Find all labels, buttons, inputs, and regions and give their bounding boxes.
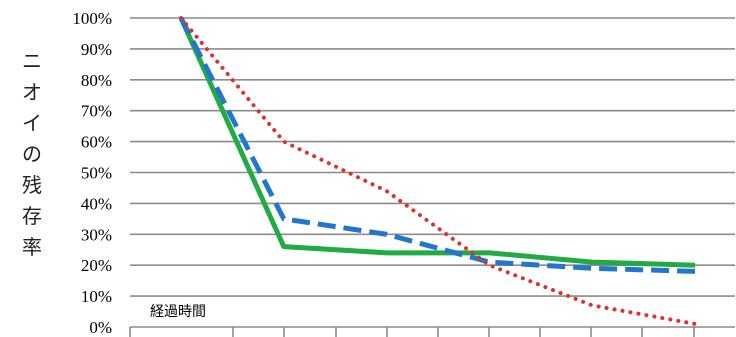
y-axis-label-char: ニ — [22, 49, 42, 73]
y-tick-label: 70% — [81, 102, 112, 121]
series-line-3 — [179, 16, 697, 326]
x-axis-ticks — [129, 327, 695, 337]
y-tick-label: 0% — [89, 318, 112, 337]
y-axis-ticks: 0% 10% 20% 30% 40% 50% 60% 70% 80% 90% 100% — [72, 9, 112, 337]
y-axis-label-char: 残 — [22, 173, 42, 197]
y-tick-label: 90% — [81, 40, 112, 59]
y-tick-label: 80% — [81, 71, 112, 90]
y-tick-label: 50% — [81, 164, 112, 183]
y-axis-label-char: の — [22, 142, 42, 166]
y-tick-label: 60% — [81, 133, 112, 152]
y-tick-label: 10% — [81, 287, 112, 306]
y-tick-label: 100% — [72, 9, 112, 28]
y-axis-label-char: オ — [22, 80, 42, 104]
y-axis-label-char: 存 — [22, 204, 42, 228]
gridlines — [130, 17, 735, 328]
y-axis-label-char: 率 — [22, 235, 42, 259]
series-line-2 — [178, 16, 696, 274]
y-axis-label-char: イ — [22, 111, 42, 135]
series-group — [178, 16, 697, 326]
y-tick-label: 30% — [81, 225, 112, 244]
y-tick-label: 20% — [81, 256, 112, 275]
series-line-1 — [178, 16, 696, 268]
y-tick-label: 40% — [81, 194, 112, 213]
elapsed-time-annotation: 経過時間 — [150, 304, 206, 320]
